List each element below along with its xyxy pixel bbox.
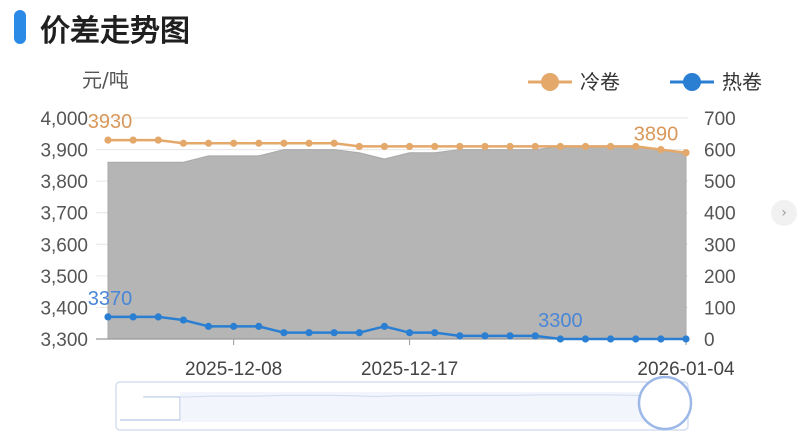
data-point: [456, 332, 464, 340]
data-label: 3890: [634, 124, 679, 146]
data-point: [657, 145, 665, 154]
data-point: [355, 329, 363, 337]
data-point: [431, 329, 439, 337]
y-left-tick-label: 3,800: [40, 172, 88, 193]
data-point: [581, 142, 590, 151]
y-left-tick-label: 3,500: [40, 267, 88, 288]
data-point: [330, 329, 338, 337]
series-line-hot-rolled: [108, 315, 686, 341]
data-point: [506, 142, 514, 151]
data-label: 3300: [538, 310, 583, 332]
y-left-tick-label: 3,400: [40, 298, 88, 319]
y-right-tick-label: 700: [704, 109, 736, 130]
data-point: [179, 139, 187, 147]
title-accent-bar: [14, 10, 26, 44]
data-point: [632, 335, 640, 343]
data-point: [556, 335, 564, 343]
chevron-right-icon[interactable]: ›: [771, 200, 797, 226]
data-point: [280, 329, 288, 337]
data-point: [154, 313, 162, 321]
data-point: [657, 335, 665, 343]
data-point: [154, 136, 162, 144]
x-tick-label: 2025-12-17: [361, 359, 458, 380]
legend-label[interactable]: 热卷: [722, 70, 762, 94]
data-point: [431, 142, 439, 151]
data-point: [305, 329, 313, 337]
data-point: [380, 142, 389, 151]
data-point: [556, 142, 564, 151]
data-point: [305, 139, 313, 147]
x-tick-label: 2026-01-04: [637, 359, 735, 380]
y-right-tick-label: 600: [704, 141, 736, 162]
x-tick-label: 2025-12-08: [185, 359, 282, 380]
data-point: [481, 142, 489, 151]
y-left-tick-label: 3,900: [40, 141, 88, 162]
data-point: [255, 139, 263, 147]
data-point: [204, 139, 213, 147]
data-point: [607, 335, 615, 343]
data-point: [129, 136, 137, 144]
data-point: [456, 142, 464, 151]
y-right-tick-label: 0: [704, 330, 715, 351]
data-point: [255, 322, 263, 330]
data-point: [280, 139, 288, 147]
y-axis-unit: 元/吨: [82, 68, 129, 92]
data-point: [230, 322, 238, 330]
data-point: [581, 335, 590, 343]
data-point: [355, 142, 363, 151]
data-point: [104, 136, 112, 144]
page-title: 价差走势图: [40, 14, 190, 49]
data-point: [330, 139, 338, 147]
data-point: [104, 313, 112, 321]
zoom-selected-range: [180, 392, 660, 422]
zoom-handle[interactable]: [637, 375, 693, 431]
data-point: [405, 329, 414, 337]
data-label: 3370: [88, 288, 133, 310]
y-left-tick-label: 3,600: [40, 235, 88, 256]
y-right-tick-label: 100: [704, 298, 736, 319]
data-point: [506, 332, 514, 340]
y-right-tick-label: 300: [704, 235, 736, 256]
data-point: [380, 322, 389, 330]
data-point: [607, 142, 615, 151]
data-point: [682, 149, 690, 157]
legend-marker[interactable]: [541, 73, 559, 91]
legend-marker[interactable]: [683, 73, 701, 91]
y-left-tick-label: 3,300: [40, 330, 88, 351]
spread-area: [107, 145, 687, 340]
legend-label[interactable]: 冷卷: [580, 70, 620, 94]
data-point: [682, 335, 690, 343]
data-point: [129, 313, 137, 321]
data-point: [204, 322, 213, 330]
data-point: [230, 139, 238, 147]
y-right-tick-label: 400: [704, 204, 736, 225]
data-point: [481, 332, 489, 340]
y-right-tick-label: 500: [704, 172, 736, 193]
data-label: 3930: [88, 111, 133, 133]
data-point: [531, 332, 539, 340]
y-right-tick-label: 200: [704, 267, 736, 288]
data-point: [632, 142, 640, 151]
data-point: [405, 142, 414, 151]
y-left-tick-label: 3,700: [40, 204, 88, 225]
data-point: [531, 142, 539, 151]
y-left-tick-label: 4,000: [40, 109, 88, 130]
series-line-cold-rolled: [108, 138, 687, 154]
data-point: [179, 316, 187, 324]
